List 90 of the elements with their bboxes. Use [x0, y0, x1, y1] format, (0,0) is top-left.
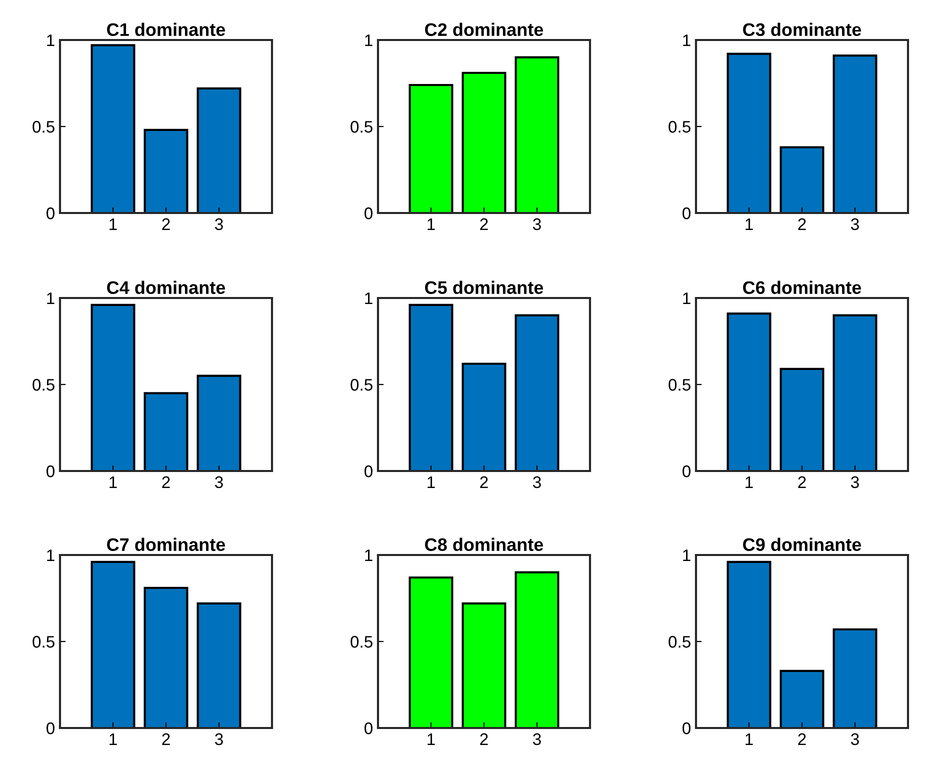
x-tick-label: 3 [533, 218, 541, 230]
chart-title: C2 dominante [425, 22, 544, 36]
y-tick-label: 0.5 [350, 378, 372, 391]
y-tick-label: 0.5 [32, 378, 54, 391]
bar [144, 128, 188, 213]
bar [196, 374, 242, 471]
x-tick-label: 1 [428, 218, 435, 230]
bar [408, 84, 454, 213]
bar [408, 304, 454, 471]
y-tick-label: 1 [365, 550, 372, 562]
bar [514, 571, 560, 728]
bar [462, 72, 506, 213]
chart-title: C1 dominante [107, 22, 226, 36]
chart-title: C7 dominante [107, 538, 226, 552]
x-tick-label: 3 [851, 476, 859, 488]
x-tick-label: 3 [215, 733, 223, 746]
bar [462, 362, 506, 471]
bar [144, 392, 188, 471]
y-tick-label: 0.5 [32, 120, 54, 133]
y-tick-label: 0 [46, 207, 54, 220]
chart-title: C6 dominante [743, 280, 862, 294]
y-tick-label: 0.5 [668, 636, 690, 648]
x-tick-label: 1 [746, 476, 753, 488]
bar [462, 602, 506, 728]
x-tick-label: 3 [215, 476, 223, 488]
y-tick-label: 1 [47, 34, 54, 46]
x-tick-label: 1 [110, 218, 117, 230]
x-tick-label: 2 [480, 476, 488, 488]
bar [726, 52, 772, 213]
x-tick-label: 2 [480, 733, 488, 745]
x-tick-label: 1 [428, 733, 435, 745]
x-tick-label: 1 [110, 476, 117, 488]
bar [726, 560, 772, 728]
bar [780, 368, 824, 471]
y-tick-label: 1 [365, 34, 372, 46]
bar [90, 44, 136, 213]
bar [832, 314, 878, 471]
chart-title: C8 dominante [425, 538, 544, 552]
y-tick-label: 1 [47, 550, 54, 562]
y-tick-label: 0 [364, 465, 372, 478]
x-tick-label: 2 [798, 476, 806, 488]
y-tick-label: 0 [364, 207, 372, 220]
x-tick-label: 3 [851, 218, 859, 230]
x-tick-label: 3 [215, 218, 223, 230]
chart-title: C3 dominante [743, 22, 862, 36]
bar [144, 586, 188, 728]
x-tick-label: 1 [746, 218, 753, 230]
x-tick-label: 1 [746, 733, 753, 745]
bar [90, 560, 136, 728]
bar [780, 146, 824, 213]
y-tick-label: 0.5 [668, 378, 690, 391]
bar [196, 602, 242, 728]
x-tick-label: 3 [533, 476, 541, 488]
y-tick-label: 1 [365, 292, 372, 304]
y-tick-label: 1 [683, 34, 690, 46]
chart-title: C5 dominante [425, 280, 544, 294]
y-tick-label: 0 [46, 465, 54, 478]
y-tick-label: 0.5 [350, 636, 372, 648]
x-tick-label: 2 [162, 218, 170, 230]
x-tick-label: 1 [428, 476, 435, 488]
x-tick-label: 3 [533, 733, 541, 746]
x-tick-label: 2 [798, 218, 806, 230]
bar [514, 56, 560, 213]
y-tick-label: 0 [46, 722, 54, 734]
chart-title: C9 dominante [743, 538, 862, 552]
y-tick-label: 0 [364, 722, 372, 734]
chart-title: C4 dominante [107, 280, 226, 294]
x-tick-label: 2 [480, 218, 488, 230]
bar [90, 304, 136, 471]
y-tick-label: 0.5 [350, 120, 372, 133]
x-tick-label: 2 [162, 733, 170, 745]
y-tick-label: 0 [682, 207, 690, 220]
y-tick-label: 1 [47, 292, 54, 304]
x-tick-label: 1 [110, 733, 117, 745]
bar [780, 670, 824, 728]
bar [726, 312, 772, 471]
bar [514, 314, 560, 471]
x-tick-label: 2 [162, 476, 170, 488]
x-tick-label: 3 [851, 733, 859, 746]
y-tick-label: 1 [683, 292, 690, 304]
y-tick-label: 0.5 [668, 120, 690, 133]
bar [832, 628, 878, 728]
bar [832, 54, 878, 213]
y-tick-label: 1 [683, 550, 690, 562]
bar [408, 576, 454, 728]
y-tick-label: 0 [682, 722, 690, 734]
y-tick-label: 0 [682, 465, 690, 478]
y-tick-label: 0.5 [32, 636, 54, 648]
x-tick-label: 2 [798, 733, 806, 745]
bar [196, 87, 242, 213]
